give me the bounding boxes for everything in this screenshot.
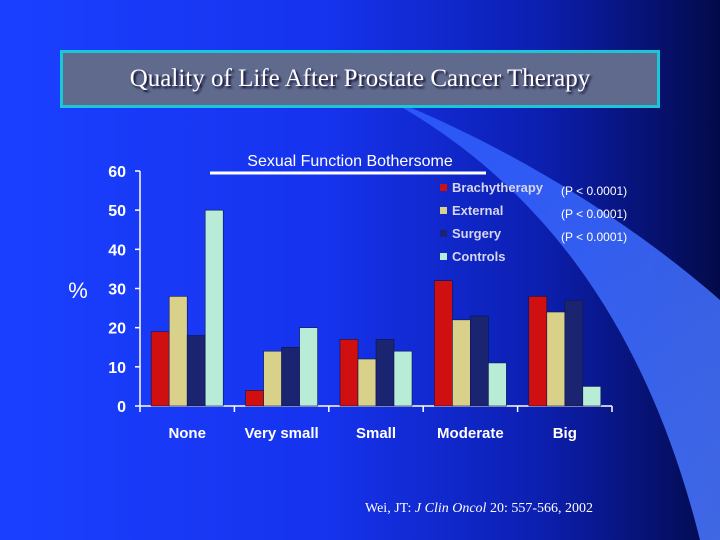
citation-volume: 20: 557-566, 2002 xyxy=(486,501,593,516)
x-tick-label: Big xyxy=(553,425,577,442)
legend-swatch xyxy=(440,253,447,260)
bar xyxy=(168,296,188,407)
x-tick-label: Very small xyxy=(244,425,318,442)
bar xyxy=(434,280,453,407)
bar xyxy=(375,339,395,407)
legend-swatch xyxy=(440,184,447,191)
bar xyxy=(186,335,206,407)
bar xyxy=(245,390,264,407)
x-tick-label: Small xyxy=(356,425,396,442)
bar xyxy=(488,362,507,407)
citation-authors: Wei, JT: xyxy=(365,501,415,516)
bar xyxy=(281,346,300,407)
x-tick-label: Moderate xyxy=(437,425,504,442)
title-box: Quality of Life After Prostate Cancer Th… xyxy=(60,50,660,108)
y-tick-label: 0 xyxy=(117,399,126,416)
y-tick-label: 10 xyxy=(108,360,126,377)
legend-label: Surgery xyxy=(452,226,502,241)
legend-swatch xyxy=(440,230,447,237)
bar xyxy=(357,358,377,407)
y-axis-label: % xyxy=(68,278,88,303)
legend-pvalue: (P < 0.0001) xyxy=(561,184,627,198)
legend-label: Brachytherapy xyxy=(452,180,544,195)
legend-pvalue: (P < 0.0001) xyxy=(561,230,627,244)
bar xyxy=(546,311,566,407)
bar xyxy=(204,209,224,407)
citation: Wei, JT: J Clin Oncol 20: 557-566, 2002 xyxy=(365,501,593,517)
bar xyxy=(564,299,584,407)
bar xyxy=(452,319,471,407)
x-tick-label: None xyxy=(168,425,206,442)
y-tick-label: 40 xyxy=(108,242,126,259)
bar xyxy=(299,327,318,407)
legend-pvalue: (P < 0.0001) xyxy=(561,207,627,221)
y-tick-label: 20 xyxy=(108,321,126,338)
citation-journal: J Clin Oncol xyxy=(414,501,487,516)
bar xyxy=(470,315,489,407)
bar xyxy=(582,386,602,407)
bar xyxy=(393,350,413,407)
bar xyxy=(528,296,548,407)
bar xyxy=(263,350,282,407)
legend-label: External xyxy=(452,203,503,218)
legend-label: Controls xyxy=(452,249,505,264)
legend-swatch xyxy=(440,207,447,214)
y-tick-label: 50 xyxy=(108,203,126,220)
chart-title: Sexual Function Bothersome xyxy=(247,153,453,170)
y-tick-label: 60 xyxy=(108,164,126,181)
bar xyxy=(150,331,170,407)
bar xyxy=(339,339,359,407)
y-tick-label: 30 xyxy=(108,282,126,299)
slide-title: Quality of Life After Prostate Cancer Th… xyxy=(129,65,591,92)
